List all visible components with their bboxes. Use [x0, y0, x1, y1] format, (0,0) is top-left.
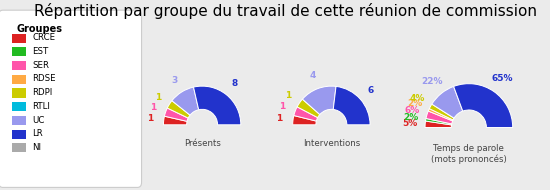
Wedge shape: [163, 116, 187, 125]
Bar: [12, 143, 26, 152]
Wedge shape: [428, 109, 453, 121]
Text: EST: EST: [32, 47, 48, 56]
Text: 1: 1: [279, 102, 285, 111]
Text: RDSE: RDSE: [32, 74, 56, 83]
Text: 1: 1: [285, 91, 292, 100]
Wedge shape: [454, 84, 513, 127]
Bar: [12, 47, 26, 56]
Wedge shape: [194, 86, 241, 125]
Text: Interventions: Interventions: [302, 139, 360, 149]
Text: LR: LR: [32, 129, 43, 138]
Text: 3: 3: [171, 76, 178, 85]
Text: 1: 1: [150, 103, 156, 112]
Text: 8: 8: [232, 79, 238, 89]
Text: NI: NI: [32, 143, 41, 152]
Wedge shape: [430, 104, 454, 120]
Text: 6: 6: [367, 86, 373, 95]
Text: CRCE: CRCE: [32, 33, 56, 42]
Text: RDPI: RDPI: [32, 88, 53, 97]
Wedge shape: [302, 86, 336, 115]
Wedge shape: [172, 87, 199, 115]
Wedge shape: [297, 99, 320, 118]
Bar: [12, 75, 26, 84]
FancyBboxPatch shape: [0, 10, 141, 187]
Text: 5%: 5%: [402, 119, 417, 128]
Text: Répartition par groupe du travail de cette réunion de commission: Répartition par groupe du travail de cet…: [35, 3, 537, 19]
Text: Temps de parole
(mots prononcés): Temps de parole (mots prononcés): [431, 144, 507, 164]
Text: RTLI: RTLI: [32, 102, 50, 111]
Wedge shape: [426, 119, 452, 125]
Wedge shape: [426, 111, 453, 124]
Text: Groupes: Groupes: [16, 24, 62, 34]
Wedge shape: [293, 116, 316, 125]
Wedge shape: [425, 121, 452, 127]
Wedge shape: [167, 101, 190, 118]
Text: 4%: 4%: [409, 94, 425, 103]
Text: 1: 1: [155, 93, 161, 101]
Wedge shape: [333, 86, 370, 125]
Text: 65%: 65%: [492, 74, 513, 83]
Text: 1: 1: [277, 114, 283, 123]
Text: 22%: 22%: [421, 77, 442, 86]
Text: SER: SER: [32, 61, 50, 70]
Wedge shape: [432, 86, 463, 118]
Bar: [12, 88, 26, 98]
Bar: [12, 116, 26, 125]
Bar: [12, 102, 26, 111]
Text: UC: UC: [32, 116, 45, 124]
Text: 2%: 2%: [407, 99, 422, 108]
Text: 4: 4: [310, 71, 316, 81]
Text: Présents: Présents: [184, 139, 221, 149]
Bar: [12, 34, 26, 43]
Bar: [12, 130, 26, 139]
Wedge shape: [294, 107, 318, 121]
Text: 2%: 2%: [403, 112, 418, 122]
Bar: [12, 61, 26, 70]
Text: 1: 1: [147, 114, 153, 124]
Text: 6%: 6%: [405, 106, 420, 115]
Wedge shape: [164, 108, 188, 121]
